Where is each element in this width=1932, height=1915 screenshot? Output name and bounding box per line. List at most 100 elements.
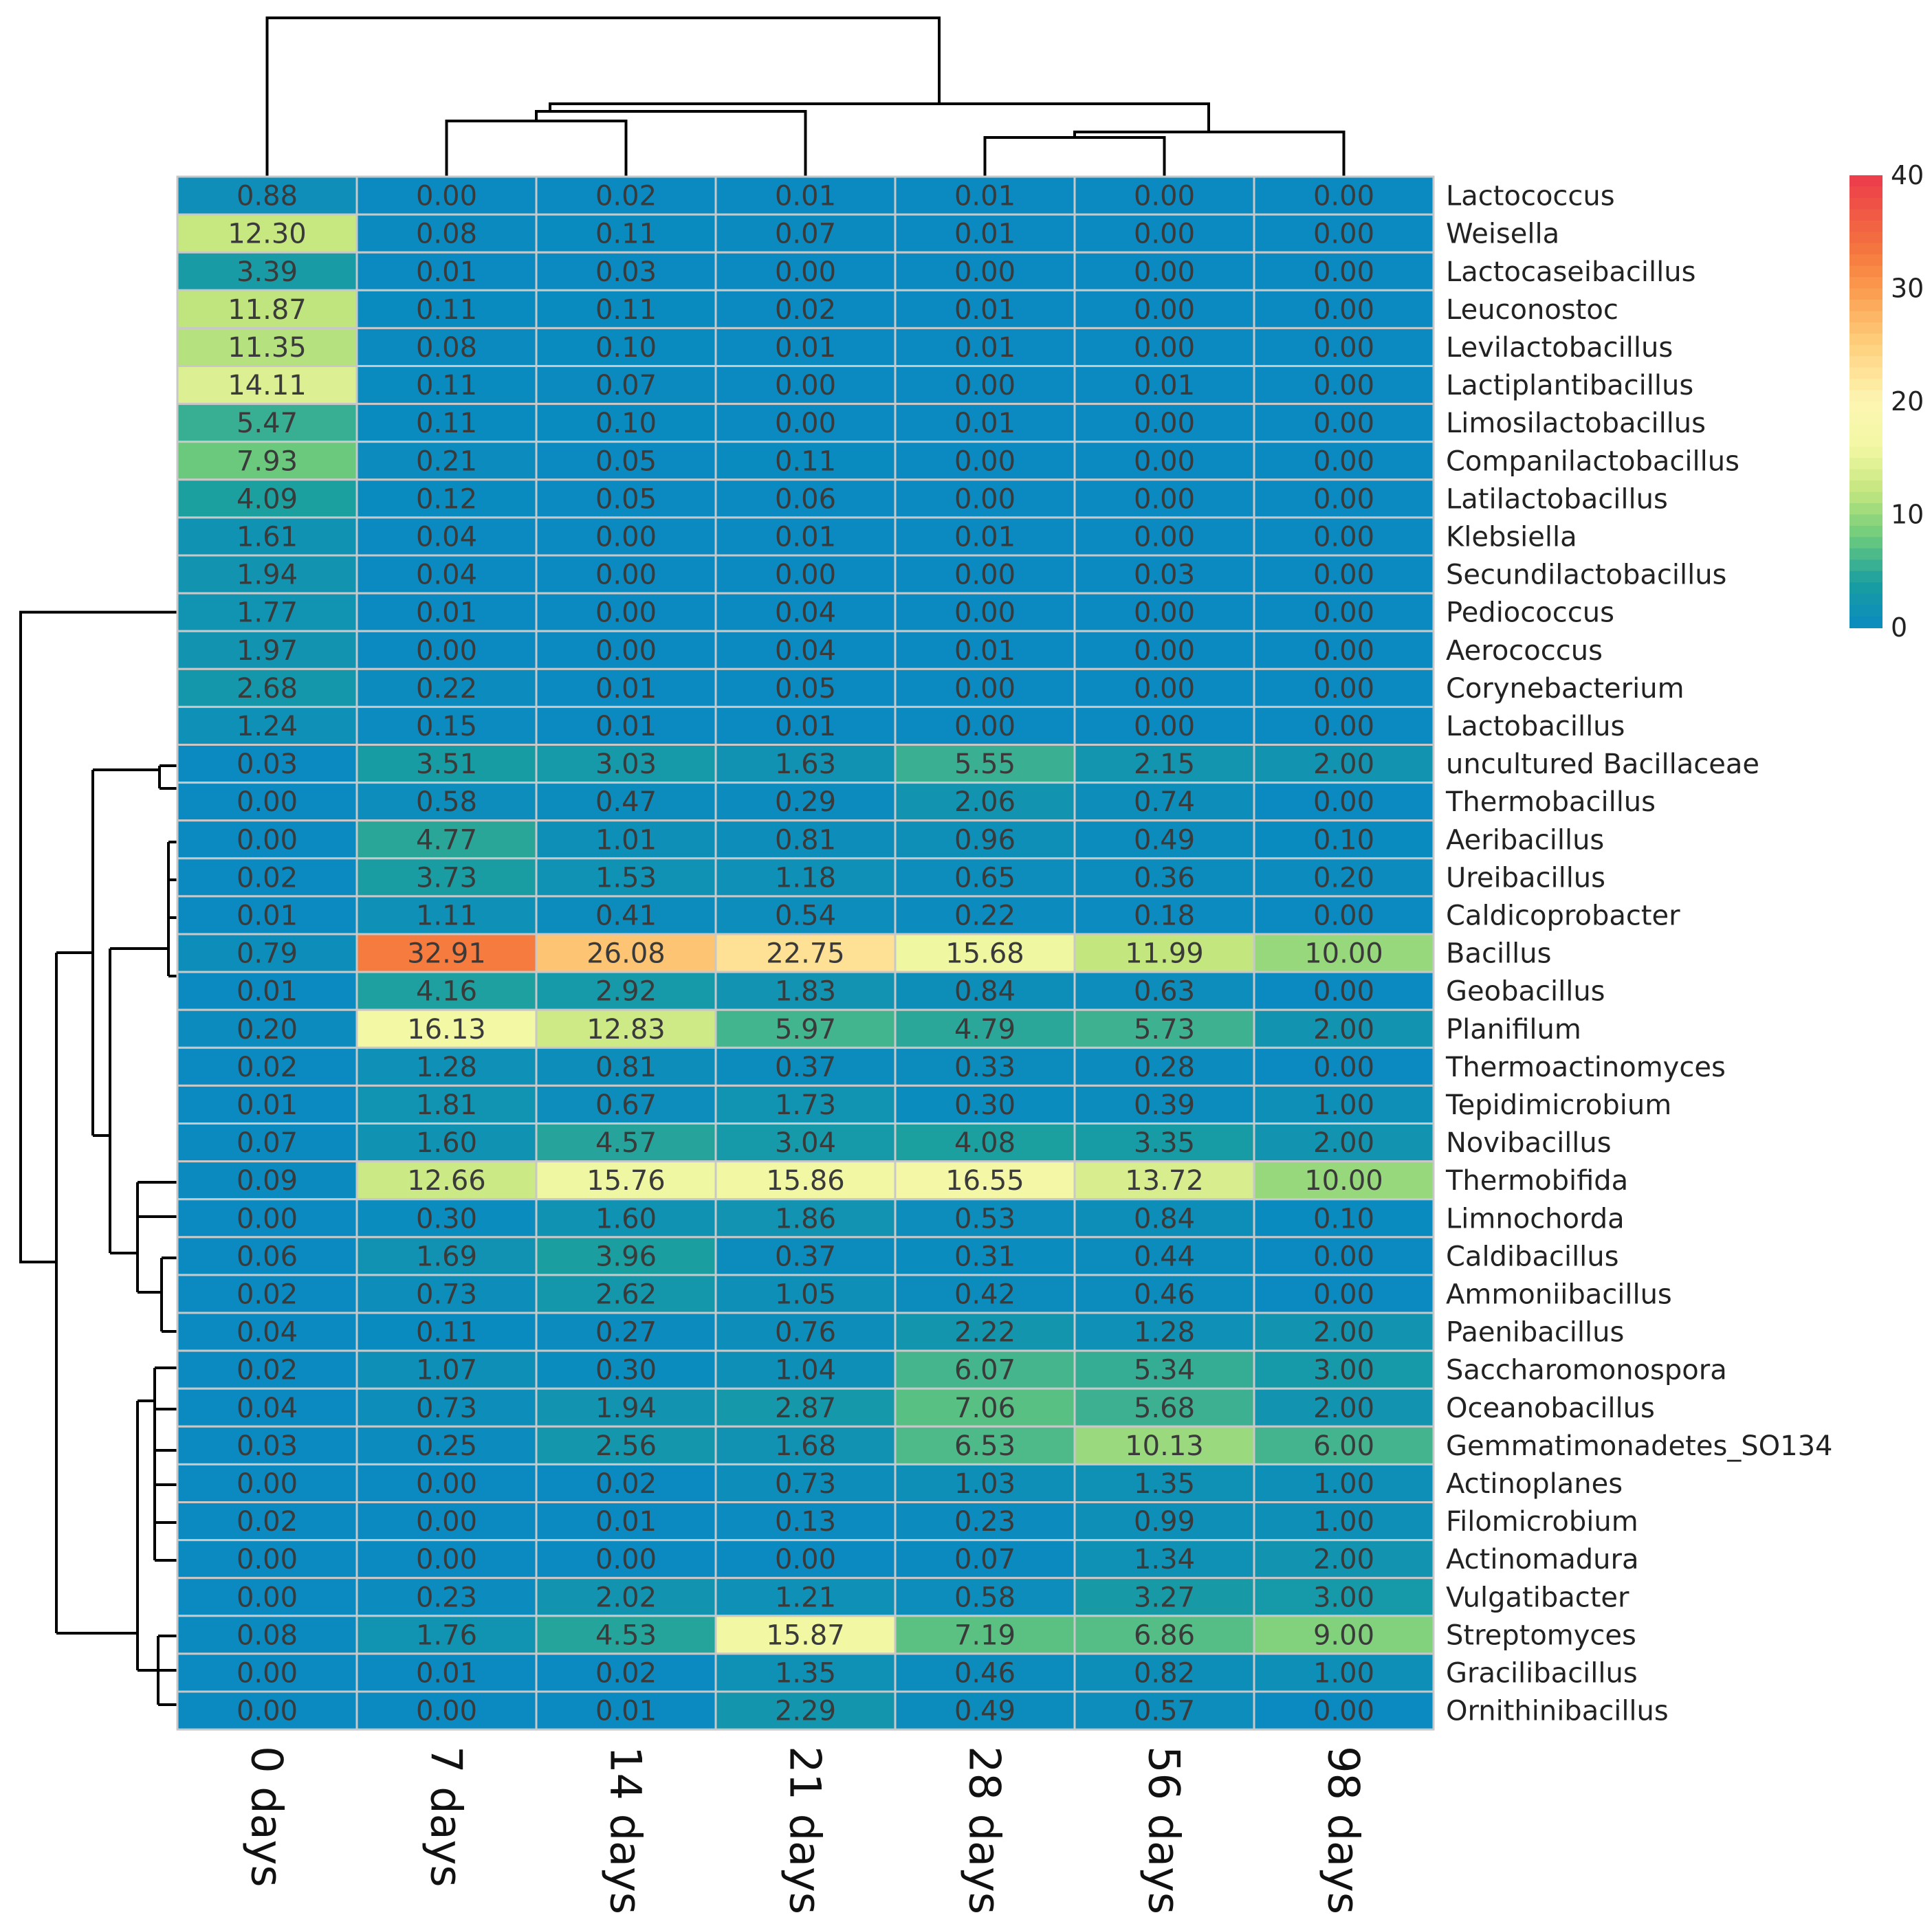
- cell-value: 0.11: [775, 445, 836, 477]
- heatmap-cell: [714, 1387, 897, 1428]
- cell-value: 0.49: [1134, 824, 1195, 856]
- heatmap-cell: [176, 251, 358, 291]
- dendrogram-branch: [19, 610, 177, 1263]
- cell-value: 1.94: [237, 560, 298, 591]
- cell-value: 1.83: [775, 976, 836, 1008]
- dendrogram-branch: [549, 102, 1210, 132]
- cell-value: 2.62: [595, 1278, 657, 1310]
- cell-value: 0.01: [595, 1696, 657, 1727]
- heatmap-cell: [176, 1349, 358, 1390]
- cell-value: 0.00: [1134, 445, 1195, 477]
- heatmap-cell: [894, 705, 1076, 746]
- heatmap-cell: [1253, 1349, 1435, 1390]
- cell-value: 0.11: [416, 1317, 477, 1349]
- cell-value: 3.73: [416, 862, 477, 894]
- heatmap-cell: [894, 1084, 1076, 1125]
- cell-value: 0.18: [1134, 900, 1195, 931]
- legend-color-step: [1849, 254, 1882, 267]
- heatmap-cell: [535, 667, 717, 708]
- heatmap-cell: [1073, 213, 1255, 254]
- heatmap-cell: [1253, 1084, 1435, 1125]
- cell-value: 0.39: [1134, 1089, 1195, 1121]
- legend-color-step: [1849, 265, 1882, 278]
- cell-value: 0.00: [1313, 521, 1374, 553]
- heatmap-cell: [1253, 1463, 1435, 1503]
- heatmap-cell: [1073, 1122, 1255, 1163]
- legend-color-step: [1849, 220, 1882, 233]
- cell-value: 5.73: [1134, 1014, 1195, 1045]
- heatmap-cell: [1253, 251, 1435, 291]
- heatmap-cell: [1253, 1311, 1435, 1352]
- cell-value: 0.01: [595, 1506, 657, 1538]
- heatmap-cell: [894, 1652, 1076, 1693]
- cell-value: 2.00: [1313, 1014, 1374, 1045]
- heatmap-cell: [1253, 744, 1435, 784]
- heatmap-cell: [894, 933, 1076, 973]
- row-label: Aeribacillus: [1446, 824, 1604, 856]
- cell-value: 16.13: [407, 1014, 486, 1045]
- cell-value: 0.10: [595, 332, 657, 364]
- legend-color-step: [1849, 537, 1882, 549]
- heatmap-cell: [894, 1690, 1076, 1731]
- heatmap-cell: [714, 326, 897, 367]
- cell-value: 13.72: [1125, 1165, 1204, 1197]
- cell-value: 0.00: [237, 1582, 298, 1613]
- heatmap-cell: [176, 819, 358, 860]
- heatmap-cell: [1253, 857, 1435, 898]
- cell-value: 5.97: [775, 1014, 836, 1045]
- row-label: Vulgatibacter: [1446, 1582, 1629, 1613]
- heatmap-cell: [894, 1349, 1076, 1390]
- cell-value: 0.15: [416, 711, 477, 742]
- cell-value: 0.01: [595, 673, 657, 705]
- cell-value: 0.00: [775, 408, 836, 439]
- legend-color-step: [1849, 548, 1882, 561]
- legend-color-step: [1849, 390, 1882, 402]
- heatmap-cell: [714, 213, 897, 254]
- heatmap-cell: [894, 213, 1076, 254]
- cell-value: 0.11: [416, 370, 477, 401]
- cell-value: 0.54: [775, 900, 836, 931]
- cell-value: 2.00: [1313, 1393, 1374, 1424]
- cell-value: 4.77: [416, 824, 477, 856]
- heatmap-cell: [1073, 1690, 1255, 1731]
- heatmap-cell: [1073, 441, 1255, 481]
- heatmap-cell: [535, 782, 717, 822]
- legend-color-step: [1849, 288, 1882, 300]
- cell-value: 0.22: [416, 673, 477, 705]
- row-label: Pediococcus: [1446, 597, 1614, 629]
- heatmap-cell: [1253, 516, 1435, 557]
- heatmap-cell: [1253, 365, 1435, 406]
- cell-value: 11.99: [1125, 938, 1204, 970]
- dendrogram-branch: [535, 110, 807, 177]
- cell-value: 0.00: [954, 483, 1016, 515]
- row-label: Companilactobacillus: [1446, 445, 1739, 477]
- cell-value: 1.18: [775, 862, 836, 894]
- row-label: Caldicoprobacter: [1446, 900, 1680, 931]
- heatmap-cell: [355, 667, 538, 708]
- cell-value: 0.25: [416, 1430, 477, 1462]
- heatmap-cell: [1253, 441, 1435, 481]
- cell-value: 0.00: [416, 181, 477, 212]
- heatmap-cell: [894, 971, 1076, 1011]
- cell-value: 0.58: [954, 1582, 1016, 1613]
- heatmap-cell: [176, 1539, 358, 1580]
- heatmap-cell: [714, 1349, 897, 1390]
- cell-value: 26.08: [586, 938, 666, 970]
- cell-value: 0.00: [595, 635, 657, 667]
- heatmap-cell: [176, 554, 358, 595]
- heatmap-cell: [714, 403, 897, 443]
- cell-value: 0.00: [1313, 786, 1374, 818]
- cell-value: 0.00: [237, 824, 298, 856]
- cell-value: 0.00: [1313, 635, 1374, 667]
- heatmap-cell: [1253, 1236, 1435, 1276]
- heatmap-cell: [1073, 1008, 1255, 1049]
- cell-value: 1.07: [416, 1355, 477, 1386]
- legend-color-step: [1849, 243, 1882, 256]
- row-label: Lactobacillus: [1446, 711, 1625, 742]
- cell-value: 0.84: [954, 976, 1016, 1008]
- heatmap-cell: [1073, 1084, 1255, 1125]
- heatmap-cell: [1073, 895, 1255, 936]
- heatmap-cell: [176, 213, 358, 254]
- heatmap-cell: [1073, 705, 1255, 746]
- heatmap-cell: [535, 175, 717, 216]
